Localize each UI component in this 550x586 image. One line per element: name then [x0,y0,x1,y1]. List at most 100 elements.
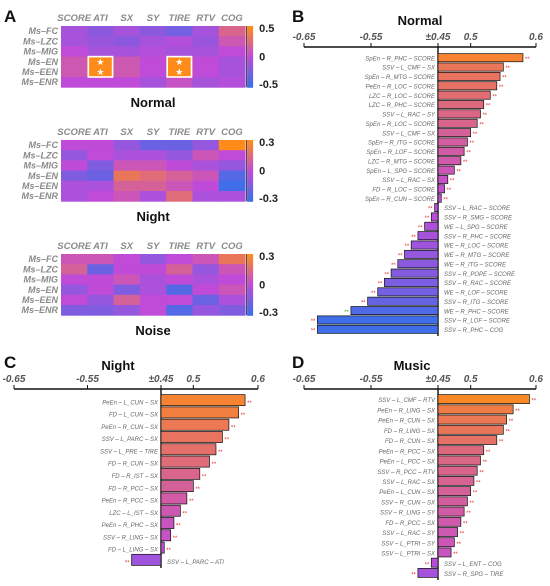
colorbar-tick-label: 0.3 [259,251,274,263]
significance-stars: ** [218,450,223,456]
x-axis-tick-label: 0.6 [529,32,543,43]
heatmap-cell [139,254,167,265]
heatmap-cell [87,294,115,306]
bar [160,467,201,480]
bar-label: WE – R_LOC – SCORE [444,244,509,250]
bar [437,465,478,476]
bar [437,100,485,109]
significance-stars: ** [486,104,491,110]
heatmap-cell [87,274,115,286]
x-axis-tick-label: -0.65 [293,374,316,385]
heatmap-cell [61,160,88,172]
bar-label: SpEn – R_LOF – SCORE [366,150,436,156]
bar-label: LZC – R_MTG – SCORE [368,159,436,165]
heatmap-cell [139,284,167,296]
heatmap-cell [139,180,167,192]
bar [437,476,475,486]
heatmap-cell [113,305,141,316]
colorbar-segment [247,284,254,288]
bar-label: FD – R_CUN – SX [108,462,159,468]
heatmap-cell [87,140,115,151]
heatmap-title: Noise [135,323,170,338]
heatmap-cell [87,191,115,202]
heatmap-cell [87,180,115,192]
significance-stars: ** [241,413,246,419]
bar-label: SSV – R_LOF – SCORE [444,319,511,325]
significance-stars: ** [361,300,366,306]
bar-label: FD – L_CUN – SX [109,413,159,419]
colorbar-segment [247,262,254,265]
bar [437,128,472,138]
bar-label: SSV – L_CMF – SX [382,66,436,72]
heatmap-cell [61,264,88,275]
bar [377,287,439,297]
x-axis-tick-label: -0.65 [293,32,316,43]
heatmap-cell [166,264,193,275]
heatmap-col-label: TIRE [169,13,191,24]
colorbar-segment [247,298,254,302]
heatmap-cell [61,66,88,78]
heatmap-col-label: ATI [92,127,108,138]
bar-label: SSV – L_PTRI – SY [381,541,436,547]
colorbar-segment [247,40,254,43]
significance-stars: ** [176,524,181,530]
heatmap-col-label: SX [120,241,133,252]
heatmap-cell [87,264,115,275]
bar [437,424,504,435]
heatmap-cell [139,170,167,182]
colorbar-segment [247,28,254,31]
bar-label: FD – R_LING – SX [384,429,436,435]
significance-stars: ** [502,76,507,82]
heatmap-row-label: Ms–LZC [23,264,59,274]
bar-label: SSV – L_ENT – COG [444,562,502,568]
significance-stars: ** [463,160,468,166]
heatmap-row-label: Ms–EEN [22,67,59,77]
heatmap-cell [113,140,141,151]
heatmap-cell [166,46,193,58]
heatmap-cell [192,294,220,306]
colorbar-tick-label: -0.5 [259,79,278,91]
heatmap-col-label: SCORE [57,127,91,138]
bar-label: SpEn – R_CUN – SCORE [365,197,436,203]
bar [437,394,530,404]
heatmap-cell [87,77,115,88]
heatmap-cell [166,140,193,151]
heatmap-cell [192,66,220,78]
bar-label: SpEn – R_PHC – SCORE [365,56,436,62]
colorbar-segment [247,311,254,314]
significance-stars: ** [425,216,430,222]
heatmap-row-label: Ms–MIG [23,47,58,57]
colorbar-tick-label: 0.3 [259,137,274,149]
heatmap-cell [87,170,115,182]
colorbar-segment [247,70,254,74]
heatmap-cell [218,36,246,47]
heatmap-col-label: SCORE [57,241,91,252]
significance-stars: ** [509,419,514,425]
heatmap-cell [61,77,88,88]
colorbar-segment [247,264,254,267]
bar [437,175,449,184]
colorbar-segment [247,268,254,271]
heatmap-cell [113,180,141,192]
bar [437,90,491,100]
colorbar-segment [247,68,254,72]
bar [434,203,439,212]
colorbar-segment [247,290,254,294]
significance-stars: ** [195,487,200,493]
significance-stars: ** [311,319,316,325]
heatmap-cell [192,274,220,286]
colorbar-segment [247,270,254,273]
bar-chart-normal: -0.65 -0.55 ±0.45 0.5 0.6 SpEn – R_PHC – SCOR… [293,32,543,336]
colorbar-segment [247,48,254,52]
heatmap-cell [87,150,115,161]
colorbar-segment [247,174,254,178]
heatmap-row-label: Ms–EN [28,285,59,295]
heatmap-cell [61,274,88,286]
heatmap-cell [61,140,88,151]
heatmap-cell [166,170,193,182]
colorbar-segment [247,56,254,60]
colorbar-segment [247,44,254,47]
heatmap-cell [61,305,88,316]
heatmap-cell [61,26,88,37]
